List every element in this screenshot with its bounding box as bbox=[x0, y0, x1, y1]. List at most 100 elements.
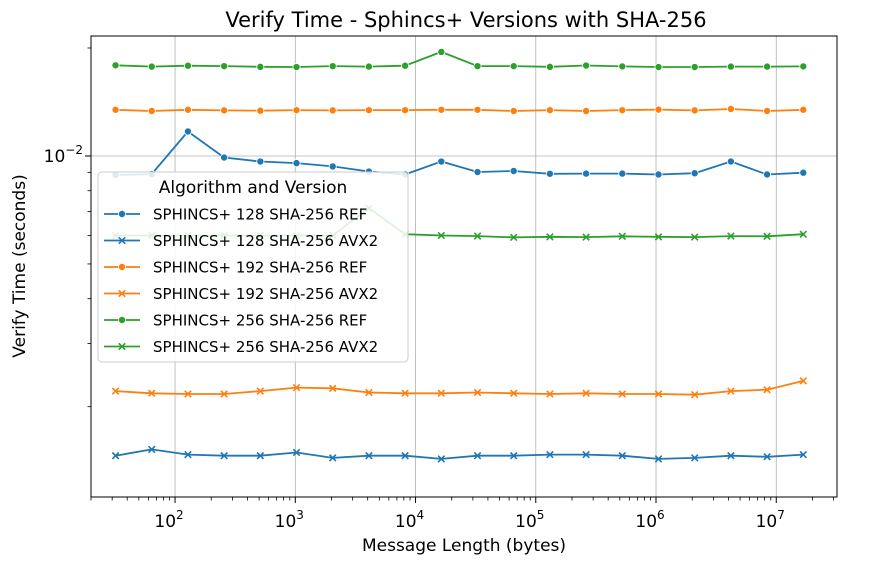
data-point bbox=[763, 385, 771, 394]
legend: Algorithm and Version SPHINCS+ 128 SHA-25… bbox=[97, 171, 409, 363]
data-point bbox=[618, 232, 627, 241]
x-axis-label: Message Length (bytes) bbox=[362, 536, 566, 556]
data-point bbox=[727, 387, 735, 395]
legend-box bbox=[97, 171, 409, 363]
data-point bbox=[690, 106, 699, 115]
data-point bbox=[582, 169, 591, 178]
data-point bbox=[183, 105, 192, 114]
data-point bbox=[546, 390, 554, 398]
data-point bbox=[111, 105, 120, 114]
legend-item: SPHINCS+ 256 SHA-256 REF bbox=[104, 312, 367, 330]
data-point bbox=[473, 451, 482, 460]
data-point bbox=[654, 233, 663, 241]
data-point bbox=[365, 388, 373, 397]
axis-ticks: 102 103 104 105 106 107 10−2 bbox=[44, 47, 835, 532]
legend-label: SPHINCS+ 128 SHA-256 REF bbox=[153, 206, 367, 224]
data-point bbox=[184, 450, 192, 459]
data-point bbox=[799, 377, 808, 385]
data-point bbox=[220, 451, 228, 460]
legend-marker bbox=[118, 315, 127, 324]
data-point bbox=[220, 390, 228, 398]
data-point bbox=[582, 106, 591, 115]
data-point bbox=[763, 232, 771, 241]
data-point bbox=[690, 390, 699, 399]
legend-marker bbox=[118, 289, 126, 298]
y-tick-label: 10−2 bbox=[44, 143, 83, 167]
data-point bbox=[147, 445, 156, 454]
data-point bbox=[256, 387, 265, 395]
data-point bbox=[799, 230, 808, 239]
legend-item: SPHINCS+ 128 SHA-256 REF bbox=[104, 206, 367, 224]
data-point bbox=[111, 451, 120, 460]
data-point bbox=[256, 157, 265, 166]
x-tick-label: 107 bbox=[756, 508, 785, 532]
data-point bbox=[256, 62, 265, 71]
data-point bbox=[401, 389, 409, 398]
data-point bbox=[328, 384, 337, 393]
series-group bbox=[111, 127, 808, 179]
series-group bbox=[111, 445, 808, 463]
data-point bbox=[618, 62, 627, 71]
data-point bbox=[799, 168, 808, 177]
data-point bbox=[437, 47, 446, 56]
legend-marker bbox=[118, 262, 127, 271]
data-point bbox=[726, 62, 735, 71]
legend-marker bbox=[118, 236, 126, 245]
data-point bbox=[509, 389, 518, 398]
legend-label: SPHINCS+ 256 SHA-256 REF bbox=[153, 312, 367, 330]
series-line bbox=[115, 50, 804, 68]
data-point bbox=[582, 389, 590, 398]
data-point bbox=[328, 62, 337, 71]
data-point bbox=[328, 162, 337, 171]
data-point bbox=[437, 389, 446, 398]
data-point bbox=[437, 105, 446, 114]
data-point bbox=[763, 170, 772, 179]
data-point bbox=[111, 61, 120, 70]
legend-item: SPHINCS+ 128 SHA-256 AVX2 bbox=[104, 232, 378, 250]
legend-title: Algorithm and Version bbox=[159, 178, 348, 198]
series-line bbox=[115, 108, 804, 112]
data-point bbox=[364, 62, 373, 71]
data-point bbox=[473, 168, 482, 177]
data-point bbox=[654, 170, 663, 179]
data-point bbox=[473, 232, 482, 240]
data-point bbox=[690, 454, 699, 462]
data-point bbox=[183, 127, 192, 136]
data-point bbox=[509, 233, 518, 242]
data-point bbox=[618, 390, 627, 398]
data-point bbox=[799, 62, 808, 71]
legend-label: SPHINCS+ 128 SHA-256 AVX2 bbox=[153, 232, 378, 250]
legend-item: SPHINCS+ 256 SHA-256 AVX2 bbox=[104, 338, 378, 356]
legend-item: SPHINCS+ 192 SHA-256 AVX2 bbox=[104, 285, 378, 303]
series-line bbox=[115, 380, 804, 396]
legend-marker bbox=[118, 342, 126, 351]
data-point bbox=[147, 389, 156, 398]
data-point bbox=[473, 62, 482, 71]
data-point bbox=[654, 390, 663, 398]
data-point bbox=[509, 62, 518, 71]
legend-marker bbox=[118, 209, 127, 218]
data-point bbox=[401, 106, 410, 115]
data-point bbox=[147, 106, 156, 115]
series-group bbox=[111, 377, 808, 399]
data-point bbox=[473, 105, 482, 114]
data-point bbox=[654, 455, 663, 463]
data-point bbox=[184, 390, 192, 398]
data-point bbox=[618, 169, 627, 178]
legend-label: SPHINCS+ 192 SHA-256 AVX2 bbox=[153, 285, 378, 303]
data-point bbox=[690, 63, 699, 72]
data-point bbox=[763, 453, 771, 461]
data-point bbox=[437, 231, 446, 240]
legend-label: SPHINCS+ 256 SHA-256 AVX2 bbox=[153, 338, 378, 356]
data-point bbox=[473, 388, 482, 397]
data-point bbox=[582, 61, 591, 70]
data-point bbox=[545, 106, 554, 115]
y-axis-label: Verify Time (seconds) bbox=[10, 174, 30, 357]
data-point bbox=[582, 233, 590, 241]
series-group bbox=[111, 104, 808, 115]
legend-item: SPHINCS+ 192 SHA-256 REF bbox=[104, 259, 367, 277]
data-point bbox=[582, 450, 590, 459]
x-tick-label: 102 bbox=[154, 508, 183, 532]
data-point bbox=[328, 454, 337, 462]
data-point bbox=[220, 62, 229, 71]
